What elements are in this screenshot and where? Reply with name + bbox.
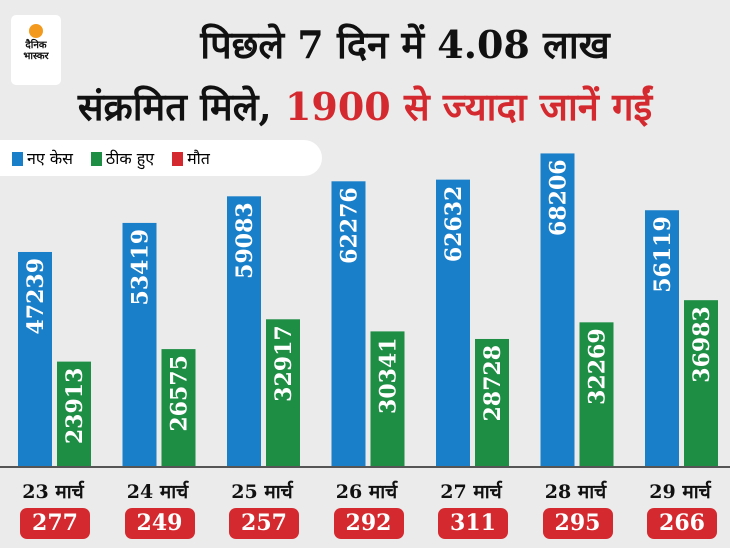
recovered-value-label: 36983 <box>689 306 715 383</box>
date-label: 24 मार्च <box>126 481 189 503</box>
legend-recovered: ठीक हुए <box>90 147 155 169</box>
new-cases-bar <box>645 210 679 466</box>
new-cases-value-label: 53419 <box>128 229 154 306</box>
legend: नए केस ठीक हुए मौत <box>0 140 322 176</box>
recovered-bar <box>161 349 196 466</box>
logo-text-2: भास्कर <box>23 51 49 62</box>
new-cases-bar <box>18 251 52 466</box>
new-cases-value-label: 68206 <box>546 159 572 236</box>
new-cases-value-label: 47239 <box>23 258 49 335</box>
date-label: 28 मार्च <box>544 481 607 503</box>
deaths-badge: 292 <box>333 508 404 539</box>
title-red: 1900 से ज्यादा जानें गईं <box>284 84 653 129</box>
title-line-2: संक्रमित मिले, 1900 से ज्यादा जानें गईं <box>0 80 730 132</box>
legend-new-label: नए केस <box>27 149 73 168</box>
new-cases-value-label: 59083 <box>232 202 258 279</box>
baseline <box>0 466 730 468</box>
recovered-value-label: 32269 <box>585 328 611 405</box>
deaths-badge: 266 <box>647 508 717 539</box>
recovered-bar <box>684 300 718 466</box>
recovered-value-label: 30341 <box>376 337 402 414</box>
new-cases-value-label: 62632 <box>441 186 467 263</box>
deaths-badge: 257 <box>229 508 299 539</box>
date-label: 25 मार्च <box>231 481 293 503</box>
new-cases-bar <box>227 196 261 466</box>
legend-recovered-label: ठीक हुए <box>105 149 155 168</box>
date-label: 29 मार्च <box>649 481 711 503</box>
legend-deaths: मौत <box>172 147 210 169</box>
deaths-badge: 311 <box>438 508 508 539</box>
recovered-bar <box>475 338 509 466</box>
title-black: संक्रमित मिले, <box>77 84 272 129</box>
recovered-value-label: 28728 <box>480 345 506 422</box>
new-cases-bar <box>540 153 575 466</box>
recovered-value-label: 32917 <box>271 325 297 402</box>
new-cases-bar <box>122 222 157 466</box>
new-cases-value-label: 62276 <box>337 187 363 264</box>
new-cases-value-label: 56119 <box>650 216 676 293</box>
new-cases-bar <box>436 179 470 467</box>
logo-text-1: दैनिक <box>25 40 47 51</box>
date-label: 26 मार्च <box>335 481 398 503</box>
deaths-badge: 295 <box>542 508 613 539</box>
recovered-bar <box>370 331 405 466</box>
date-label: 23 मार्च <box>22 481 84 503</box>
deaths-badge: 277 <box>20 508 90 539</box>
recovered-bar <box>266 319 300 466</box>
recovered-bar <box>57 361 91 466</box>
date-label: 27 मार्च <box>440 481 502 503</box>
title-line-1: पिछले 7 दिन में 4.08 लाख <box>200 22 610 67</box>
recovered-value-label: 23913 <box>62 368 88 445</box>
dainik-bhaskar-logo: दैनिक भास्कर <box>11 15 61 85</box>
legend-new: नए केस <box>12 147 73 169</box>
legend-deaths-label: मौत <box>187 149 210 168</box>
recovered-bar <box>579 322 614 466</box>
new-cases-bar <box>331 181 366 466</box>
recovered-value-label: 26575 <box>167 355 193 432</box>
deaths-badge: 249 <box>124 508 195 539</box>
